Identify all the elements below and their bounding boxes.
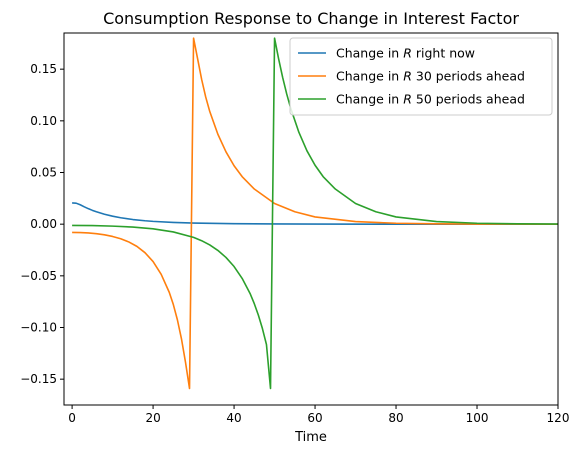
- x-tick-label: 120: [547, 411, 570, 425]
- x-tick-label: 80: [388, 411, 403, 425]
- legend-label-2: Change in R 30 periods ahead: [336, 69, 525, 84]
- legend-frame: [289, 37, 553, 116]
- plot-frame: [63, 32, 559, 406]
- series-line-3: [72, 37, 558, 390]
- y-tick-label: 0.05: [30, 166, 57, 180]
- y-tick-label: 0.15: [30, 62, 57, 76]
- y-tick-label: 0.00: [30, 217, 57, 231]
- y-tick-label: −0.05: [20, 269, 57, 283]
- y-tick-label: 0.10: [30, 114, 57, 128]
- x-tick-label: 20: [145, 411, 160, 425]
- series-line-2: [72, 37, 558, 390]
- legend-label-3: Change in R 50 periods ahead: [336, 92, 525, 107]
- legend: Change in R right now Change in R 30 peri…: [289, 37, 553, 116]
- series-line-1: [72, 202, 558, 225]
- series-layer: [72, 37, 558, 390]
- x-tick-label: 0: [68, 411, 76, 425]
- x-tick-label: 60: [307, 411, 322, 425]
- legend-label-1: Change in R right now: [336, 46, 475, 61]
- y-tick-label: −0.10: [20, 321, 57, 335]
- x-tick-label: 40: [226, 411, 241, 425]
- chart-title: Consumption Response to Change in Intere…: [103, 9, 519, 28]
- x-axis-label: Time: [294, 430, 327, 445]
- y-tick-label: −0.15: [20, 372, 57, 386]
- x-tick-label: 100: [466, 411, 489, 425]
- ticks-layer: 0 20 40 60 80 100 120 −0.15 −0.10 −0.05 0.00 0.05 0.…: [20, 62, 569, 425]
